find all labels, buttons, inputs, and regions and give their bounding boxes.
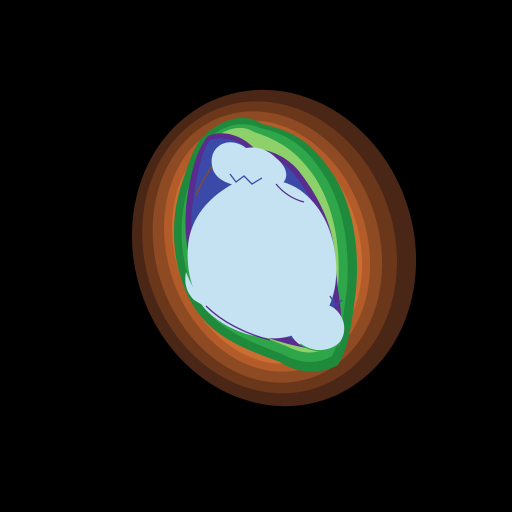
fringe-detail: [195, 165, 343, 352]
interior-left-tail: [185, 272, 204, 306]
interior-lower-bulb: [289, 304, 345, 351]
interior-main-bulb: [187, 178, 337, 339]
interior-small-bulb: [211, 142, 287, 188]
